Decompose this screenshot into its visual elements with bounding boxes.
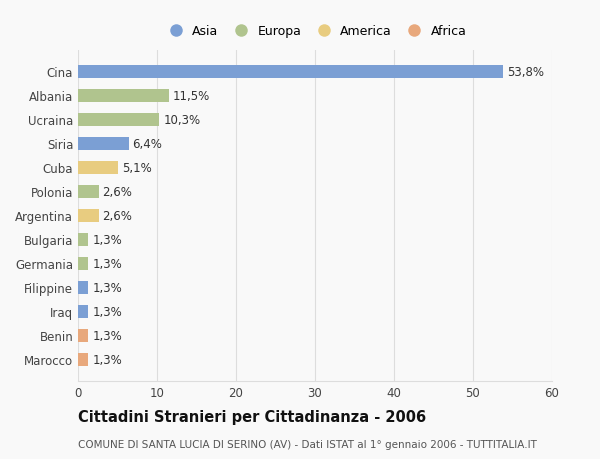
Bar — [78, 209, 98, 222]
Bar — [78, 281, 88, 294]
Bar — [78, 353, 88, 366]
Text: 2,6%: 2,6% — [103, 185, 133, 198]
Text: 10,3%: 10,3% — [163, 113, 200, 127]
Legend: Asia, Europa, America, Africa: Asia, Europa, America, Africa — [158, 20, 472, 43]
Bar — [78, 161, 118, 174]
Bar — [78, 90, 169, 103]
Bar — [78, 329, 88, 342]
Bar — [78, 113, 160, 127]
Bar — [78, 137, 128, 151]
Text: 6,4%: 6,4% — [133, 137, 163, 151]
Bar — [78, 66, 503, 78]
Bar — [78, 185, 98, 198]
Text: 1,3%: 1,3% — [92, 281, 122, 294]
Text: 1,3%: 1,3% — [92, 305, 122, 318]
Text: 1,3%: 1,3% — [92, 329, 122, 342]
Text: COMUNE DI SANTA LUCIA DI SERINO (AV) - Dati ISTAT al 1° gennaio 2006 - TUTTITALI: COMUNE DI SANTA LUCIA DI SERINO (AV) - D… — [78, 439, 537, 449]
Text: 53,8%: 53,8% — [507, 66, 544, 78]
Text: 2,6%: 2,6% — [103, 209, 133, 222]
Text: 1,3%: 1,3% — [92, 257, 122, 270]
Text: 1,3%: 1,3% — [92, 233, 122, 246]
Text: 5,1%: 5,1% — [122, 162, 152, 174]
Bar — [78, 233, 88, 246]
Text: 11,5%: 11,5% — [173, 90, 210, 102]
Bar — [78, 257, 88, 270]
Bar — [78, 305, 88, 318]
Text: Cittadini Stranieri per Cittadinanza - 2006: Cittadini Stranieri per Cittadinanza - 2… — [78, 409, 426, 425]
Text: 1,3%: 1,3% — [92, 353, 122, 366]
